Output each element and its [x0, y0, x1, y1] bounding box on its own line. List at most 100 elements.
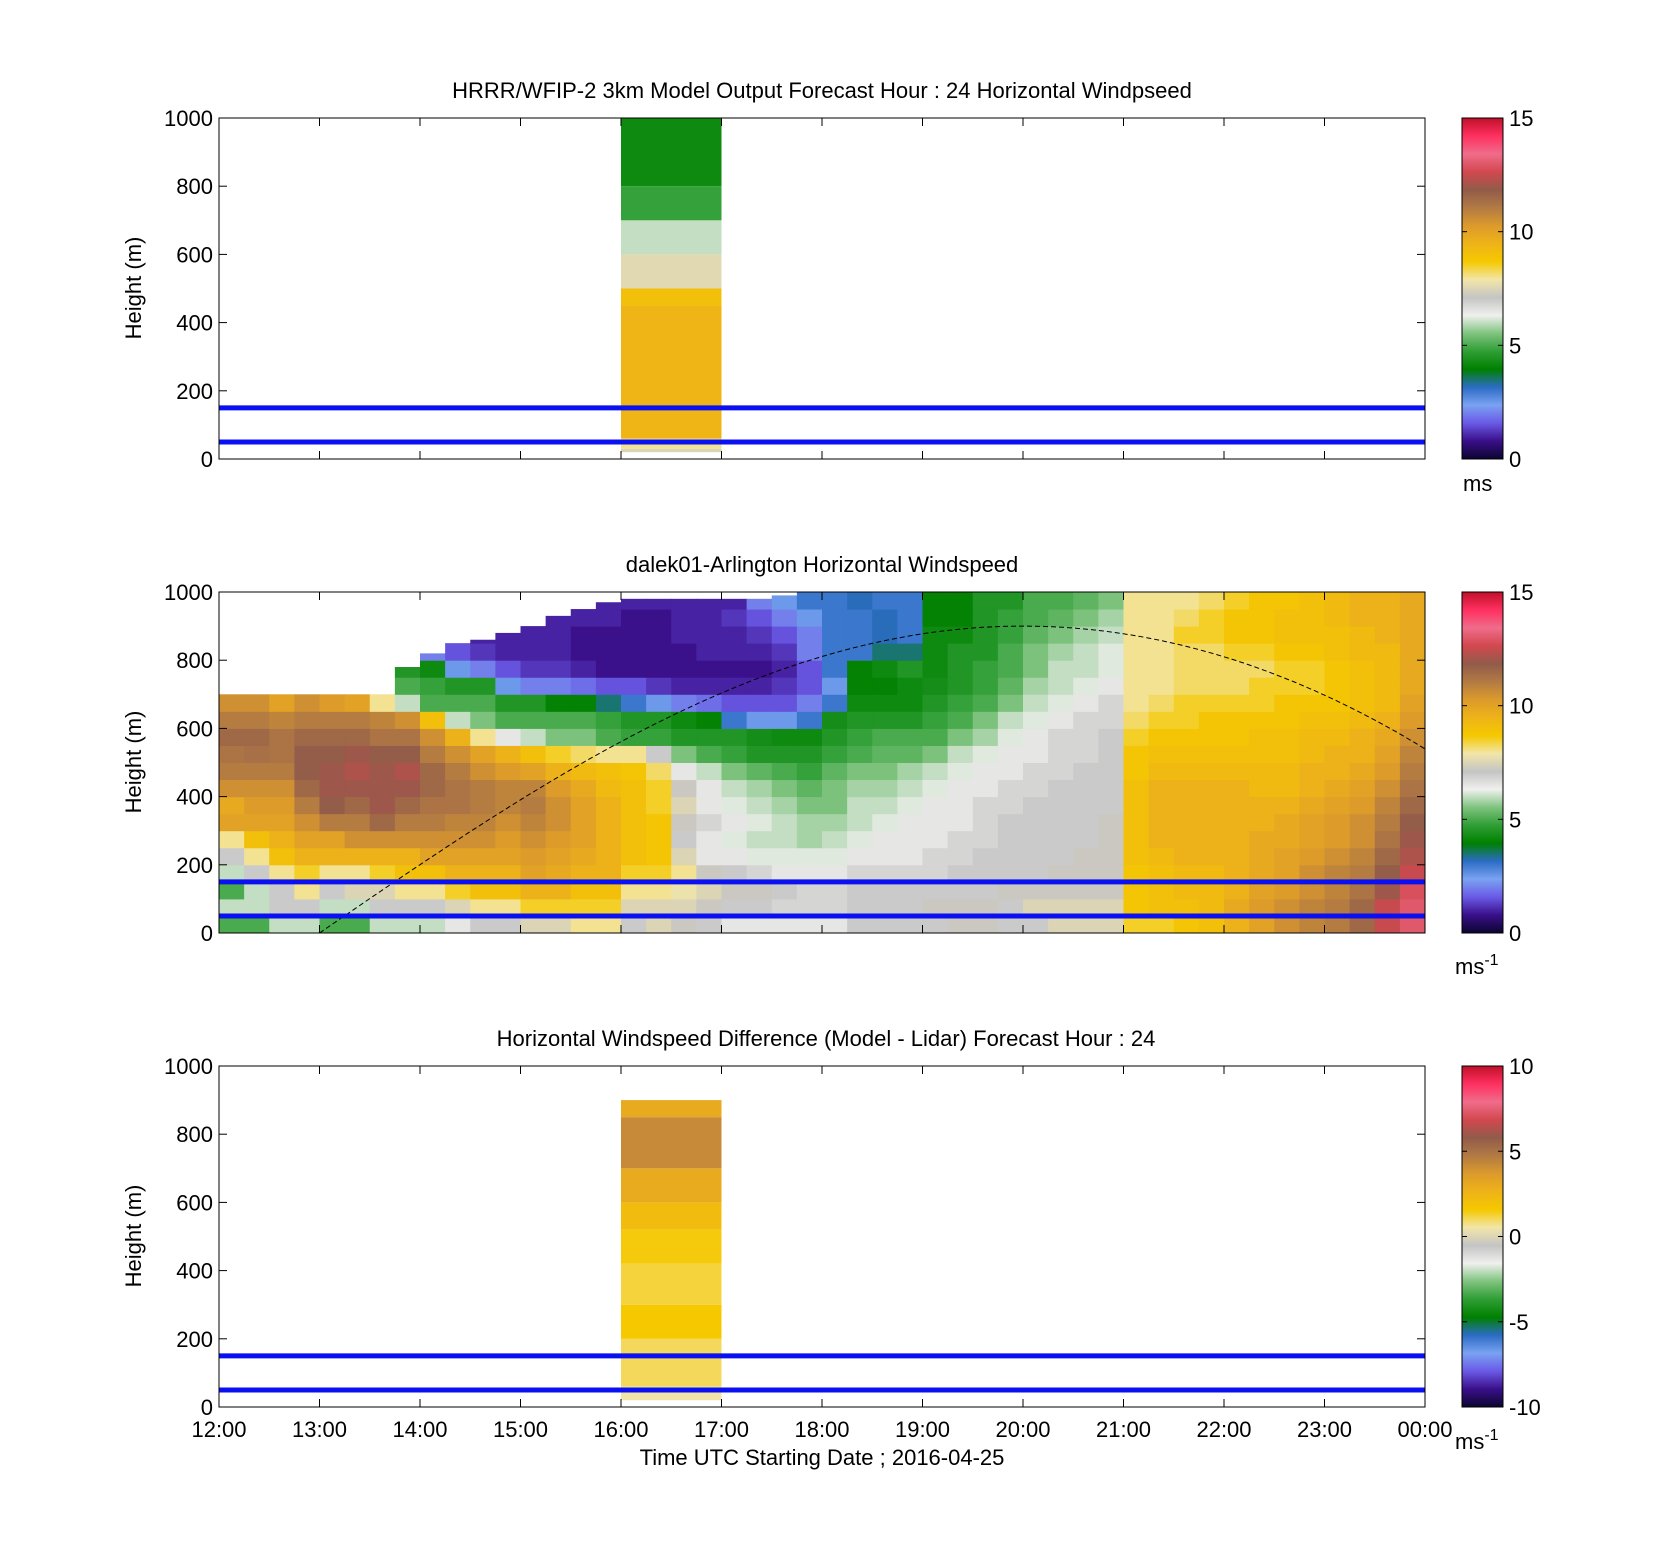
- heatmap-cell: [570, 626, 597, 644]
- heatmap-cell: [671, 660, 697, 678]
- heatmap-cell: [1123, 796, 1150, 815]
- heatmap-cell: [394, 898, 421, 917]
- heatmap-cell: [1249, 915, 1275, 933]
- heatmap-cell: [1023, 847, 1049, 866]
- heatmap-cell: [696, 796, 722, 815]
- heatmap-cell: [1048, 796, 1074, 815]
- heatmap-cell: [1098, 711, 1124, 729]
- heatmap-cell: [671, 813, 697, 832]
- heatmap-cell: [872, 796, 898, 815]
- heatmap-cell: [1173, 694, 1200, 712]
- heatmap-cell: [545, 864, 572, 883]
- heatmap-cell: [897, 847, 923, 866]
- heatmap-cell: [771, 745, 798, 763]
- heatmap-cell: [1274, 915, 1300, 933]
- x-tick-label: 22:00: [1196, 1417, 1251, 1442]
- heatmap-cell: [1324, 694, 1351, 712]
- heatmap-cell: [721, 779, 748, 798]
- heatmap-cell: [922, 660, 949, 678]
- heatmap-cell: [1249, 745, 1275, 763]
- heatmap-cell: [621, 448, 722, 453]
- heatmap-cell: [972, 728, 999, 746]
- colorbar-unit-exponent: -1: [1484, 952, 1498, 969]
- heatmap-cell: [646, 779, 672, 798]
- heatmap-cell: [1123, 626, 1150, 644]
- heatmap-cell: [1324, 626, 1351, 644]
- heatmap-cell: [972, 813, 999, 832]
- heatmap-cell: [621, 186, 722, 221]
- heatmap-cell: [646, 694, 672, 712]
- heatmap-cell: [1224, 728, 1250, 746]
- heatmap-cell: [1274, 643, 1300, 661]
- heatmap-cell: [1349, 796, 1376, 815]
- heatmap-cell: [696, 847, 722, 866]
- heatmap-cell: [570, 745, 597, 763]
- heatmap-cell: [1098, 813, 1124, 832]
- heatmap-cell: [1173, 762, 1200, 781]
- heatmap-cell: [1274, 779, 1300, 798]
- heatmap-cell: [1148, 677, 1175, 695]
- heatmap-cell: [1399, 830, 1425, 849]
- heatmap-cell: [721, 643, 748, 661]
- heatmap-cell: [947, 711, 974, 729]
- heatmap-cell: [822, 796, 848, 815]
- heatmap-cell: [1098, 643, 1124, 661]
- heatmap-cell: [244, 864, 270, 883]
- heatmap-cell: [319, 864, 346, 883]
- heatmap-cell: [1023, 694, 1049, 712]
- heatmap-cell: [997, 813, 1024, 832]
- heatmap-cell: [1399, 813, 1425, 832]
- heatmap-cell: [595, 677, 622, 695]
- heatmap-cell: [545, 615, 572, 627]
- heatmap-cell: [721, 915, 748, 933]
- heatmap-cell: [997, 830, 1024, 849]
- heatmap-cell: [1148, 881, 1175, 900]
- heatmap-cell: [847, 592, 873, 610]
- heatmap-cell: [1098, 694, 1124, 712]
- heatmap-cell: [1048, 677, 1074, 695]
- heatmap-cell: [721, 830, 748, 849]
- heatmap-cell: [1073, 864, 1099, 883]
- heatmap-cell: [445, 762, 471, 781]
- heatmap-cell: [897, 830, 923, 849]
- heatmap-cell: [570, 609, 597, 627]
- heatmap-cell: [771, 626, 798, 644]
- heatmap-cell: [1048, 898, 1074, 917]
- heatmap-cell: [1274, 728, 1300, 746]
- colorbar-tick-label: 15: [1509, 580, 1533, 605]
- heatmap-cell: [796, 762, 823, 781]
- heatmap-cell: [1224, 762, 1250, 781]
- heatmap-cell: [922, 830, 949, 849]
- heatmap-cell: [1274, 592, 1300, 610]
- heatmap-cell: [671, 626, 697, 644]
- heatmap-cell: [1098, 728, 1124, 746]
- heatmap-cell: [1073, 745, 1099, 763]
- heatmap-cell: [847, 898, 873, 917]
- heatmap-cell: [796, 881, 823, 900]
- heatmap-cell: [294, 796, 320, 815]
- heatmap-cell: [244, 762, 270, 781]
- heatmap-cell: [1274, 745, 1300, 763]
- heatmap-cell: [570, 711, 597, 729]
- heatmap-cell: [369, 813, 396, 832]
- heatmap-cell: [822, 694, 848, 712]
- heatmap-cell: [947, 745, 974, 763]
- heatmap-cell: [621, 864, 647, 883]
- heatmap-cell: [1224, 847, 1250, 866]
- heatmap-cell: [1123, 609, 1150, 627]
- heatmap-cell: [595, 762, 622, 781]
- y-tick-label: 200: [176, 1327, 213, 1352]
- colorbar-ticks: 0 5 10 15: [1462, 106, 1533, 472]
- heatmap-cell: [1173, 711, 1200, 729]
- heatmap-cell: [897, 745, 923, 763]
- heatmap-cell: [1274, 762, 1300, 781]
- heatmap-cell: [1299, 762, 1325, 781]
- heatmap-cell: [1023, 643, 1049, 661]
- heatmap-cell: [621, 1229, 722, 1264]
- heatmap-cell: [1123, 677, 1150, 695]
- heatmap-cell: [1299, 592, 1325, 610]
- heatmap-cell: [420, 728, 446, 746]
- heatmap-cell: [1198, 694, 1225, 712]
- heatmap-cell: [495, 762, 521, 781]
- heatmap-cell: [595, 779, 622, 798]
